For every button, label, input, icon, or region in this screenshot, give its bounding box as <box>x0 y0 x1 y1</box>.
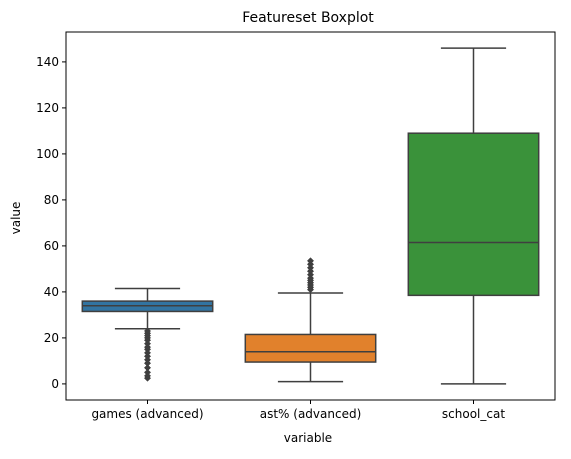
plot-area: 0 20 40 60 80 100 120 140 games (advanced) ast% (… <box>36 31 556 421</box>
axes-frame <box>65 31 556 401</box>
games-advanced-outlier <box>143 364 152 372</box>
x-tick-label: games (advanced) <box>91 407 203 421</box>
y-tick-label: 80 <box>44 193 59 207</box>
y-tick-label: 0 <box>51 377 59 391</box>
games-advanced-outlier <box>143 368 152 376</box>
school-cat-box <box>407 132 540 297</box>
chart-title: Featureset Boxplot <box>242 10 374 26</box>
ast-advanced-outlier <box>306 257 315 265</box>
y-tick-label: 140 <box>36 55 59 69</box>
y-tick-label: 100 <box>36 147 59 161</box>
x-axis-label: variable <box>284 431 332 445</box>
y-tick-label: 20 <box>44 331 59 345</box>
x-tick-label: ast% (advanced) <box>260 407 362 421</box>
y-tick-label: 40 <box>44 285 59 299</box>
y-tick-label: 120 <box>36 101 59 115</box>
x-tick-label: school_cat <box>442 407 505 421</box>
y-tick-label: 60 <box>44 239 59 253</box>
y-axis-label: value <box>9 202 23 235</box>
ast-advanced-box <box>244 333 377 363</box>
games-advanced-outlier <box>143 327 152 335</box>
